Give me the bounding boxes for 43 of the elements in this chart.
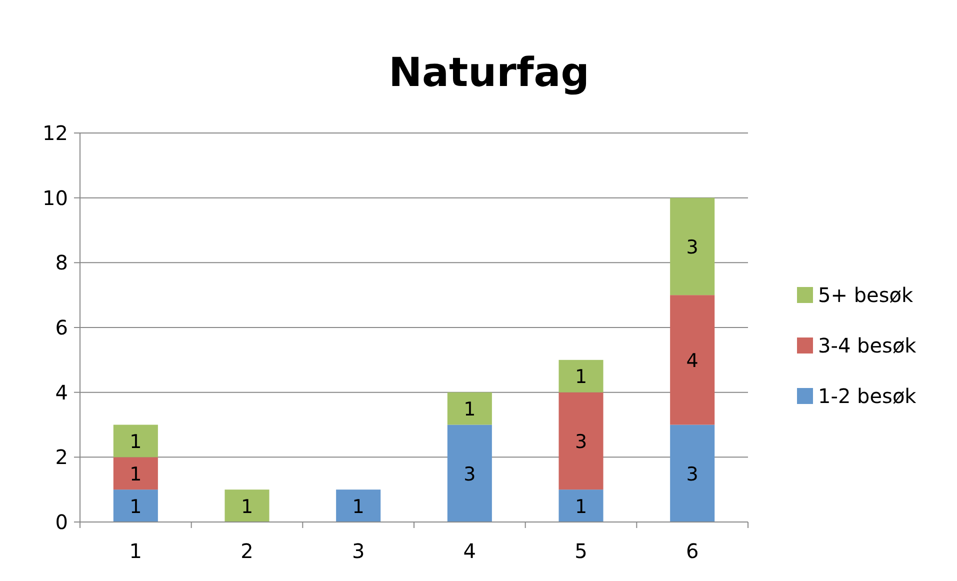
bar xyxy=(670,424,715,522)
bar xyxy=(224,490,270,522)
x-tick-label: 4 xyxy=(463,539,476,563)
data-label: 1 xyxy=(574,496,588,518)
x-tick-label: 5 xyxy=(574,539,588,563)
x-tick-label: 2 xyxy=(240,539,254,563)
data-label: 1 xyxy=(130,463,142,486)
data-label: 3 xyxy=(464,463,476,486)
bar xyxy=(113,457,158,490)
data-label: 3 xyxy=(686,236,698,258)
y-tick-label: 4 xyxy=(55,380,68,404)
data-label: 1 xyxy=(464,398,476,421)
data-label: 1 xyxy=(130,430,142,453)
data-label: 1 xyxy=(352,496,364,518)
bar xyxy=(336,490,381,522)
y-tick-label: 2 xyxy=(55,445,68,470)
x-tick-label: 3 xyxy=(352,539,365,563)
y-tick-label: 6 xyxy=(55,316,68,340)
y-tick-label: 12 xyxy=(42,121,68,145)
data-label: 1 xyxy=(574,366,588,388)
y-tick-label: 0 xyxy=(55,510,68,534)
legend-label: 3-4 besøk xyxy=(818,334,917,358)
chart-title: Naturfag xyxy=(388,50,590,96)
bar xyxy=(558,490,604,522)
bar xyxy=(113,424,158,458)
y-tick-label: 8 xyxy=(55,250,68,275)
y-tick-label: 10 xyxy=(42,186,68,210)
bar xyxy=(670,198,715,296)
bar xyxy=(558,392,604,490)
data-label: 3 xyxy=(574,430,588,453)
data-label: 4 xyxy=(686,350,698,372)
data-label: 1 xyxy=(130,496,142,518)
x-tick-label: 6 xyxy=(686,539,699,563)
legend-label: 1-2 besøk xyxy=(818,384,917,408)
data-label: 3 xyxy=(686,463,698,486)
bar xyxy=(558,360,604,392)
bar xyxy=(670,295,715,425)
data-label: 1 xyxy=(240,496,254,518)
legend-label: 5+ besøk xyxy=(818,283,914,307)
bar xyxy=(447,392,492,425)
x-tick-label: 1 xyxy=(129,539,142,563)
bar xyxy=(113,490,158,522)
bar xyxy=(447,424,492,522)
